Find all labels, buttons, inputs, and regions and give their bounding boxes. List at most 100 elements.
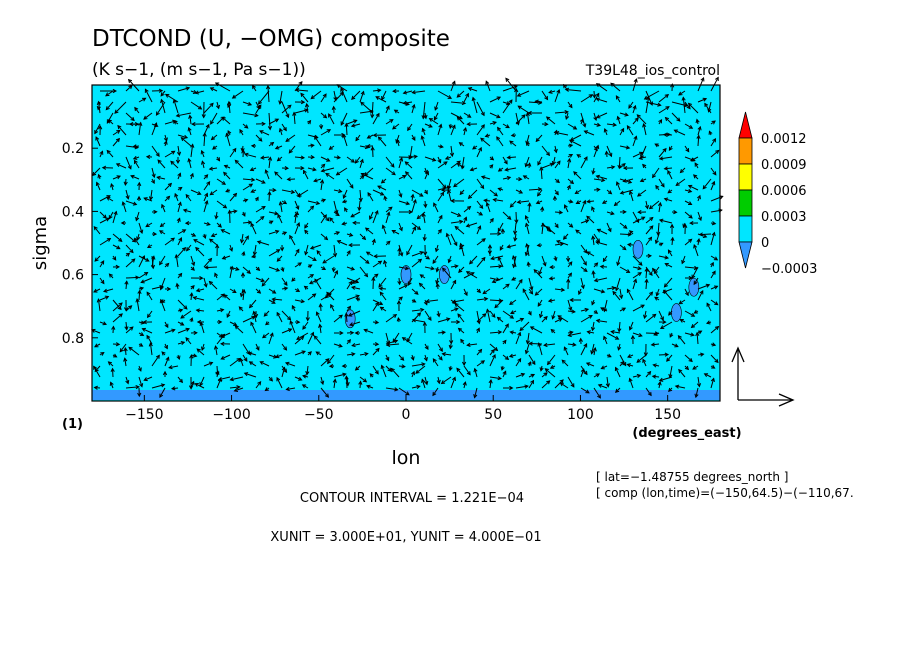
vector-arrow bbox=[333, 343, 343, 348]
vector-arrow bbox=[421, 212, 426, 224]
vector-arrow bbox=[229, 376, 244, 382]
vector-arrow bbox=[552, 195, 558, 202]
vector-arrow bbox=[123, 357, 128, 367]
vector-arrow bbox=[190, 266, 195, 271]
vector-arrow bbox=[125, 258, 136, 268]
vector-arrow bbox=[563, 204, 569, 213]
vector-arrow bbox=[669, 332, 674, 338]
vector-arrow bbox=[370, 146, 375, 158]
vector-arrow bbox=[697, 289, 704, 301]
vector-arrow bbox=[415, 365, 426, 374]
vector-arrow bbox=[340, 112, 348, 126]
vector-arrow bbox=[93, 385, 101, 390]
vector-arrow bbox=[256, 240, 270, 246]
vector-arrow bbox=[229, 209, 238, 214]
vector-arrow bbox=[284, 361, 296, 367]
vector-arrow bbox=[333, 314, 343, 323]
vector-arrow bbox=[473, 387, 478, 399]
vector-arrow bbox=[250, 143, 257, 149]
vector-arrow bbox=[177, 272, 183, 279]
vector-arrow bbox=[398, 284, 409, 290]
vector-arrow bbox=[357, 200, 362, 212]
vector-arrow bbox=[411, 307, 425, 313]
vector-arrow bbox=[645, 313, 657, 323]
vector-arrow bbox=[267, 112, 273, 131]
vector-arrow bbox=[112, 137, 121, 147]
vector-arrow bbox=[697, 352, 705, 357]
vector-arrow bbox=[254, 196, 259, 202]
vector-arrow bbox=[125, 384, 140, 390]
vector-arrow bbox=[190, 285, 195, 290]
vector-arrow bbox=[580, 156, 588, 169]
vector-arrow bbox=[615, 277, 621, 292]
vector-arrow bbox=[502, 156, 508, 165]
vector-arrow bbox=[210, 233, 218, 238]
vector-arrow bbox=[489, 330, 503, 335]
vector-arrow bbox=[344, 312, 349, 323]
vector-arrow bbox=[196, 348, 205, 356]
vector-arrow bbox=[137, 387, 142, 398]
vector-arrow bbox=[315, 351, 322, 356]
vector-arrow bbox=[454, 225, 465, 235]
vector-arrow bbox=[528, 354, 536, 366]
vector-arrow bbox=[226, 310, 231, 318]
vector-arrow bbox=[263, 310, 270, 317]
vector-arrow bbox=[210, 134, 218, 141]
vector-arrow bbox=[137, 181, 142, 191]
vector-arrow bbox=[606, 122, 617, 127]
vector-arrow bbox=[107, 119, 114, 125]
vector-arrow bbox=[151, 255, 156, 268]
vector-arrow bbox=[346, 250, 351, 257]
vector-arrow bbox=[99, 238, 112, 246]
vector-arrow bbox=[223, 171, 231, 180]
vector-arrow bbox=[380, 364, 387, 378]
vector-arrow bbox=[593, 309, 599, 314]
vector-arrow bbox=[342, 189, 348, 199]
vector-arrow bbox=[469, 167, 478, 172]
vector-arrow bbox=[372, 260, 383, 268]
vector-arrow bbox=[516, 199, 530, 205]
vector-arrow bbox=[550, 328, 556, 334]
vector-arrow bbox=[177, 237, 183, 246]
vector-arrow bbox=[248, 299, 257, 309]
vector-arrow bbox=[294, 299, 306, 304]
vector-arrow bbox=[180, 310, 192, 319]
vector-arrow bbox=[271, 297, 283, 302]
vector-arrow bbox=[502, 339, 507, 345]
vector-arrow bbox=[391, 229, 400, 235]
vector-arrow bbox=[251, 254, 257, 259]
vector-arrow bbox=[652, 363, 660, 368]
vector-arrow bbox=[346, 352, 356, 357]
vector-arrow bbox=[279, 244, 285, 252]
vector-arrow bbox=[540, 206, 545, 213]
vector-arrow bbox=[583, 130, 595, 136]
vector-arrow bbox=[347, 310, 361, 317]
vector-arrow bbox=[243, 372, 257, 378]
lat-info: [ lat=−1.48755 degrees_north ] bbox=[596, 470, 788, 484]
vector-arrow bbox=[359, 255, 370, 264]
vector-arrow bbox=[303, 169, 309, 180]
vector-arrow bbox=[176, 145, 182, 157]
vector-arrow bbox=[157, 159, 166, 169]
x-units-label: (degrees_east) bbox=[632, 426, 741, 441]
vector-arrow bbox=[616, 115, 621, 125]
vector-arrow bbox=[220, 332, 231, 338]
vector-arrow bbox=[385, 240, 391, 246]
vector-arrow bbox=[124, 280, 129, 290]
vector-arrow bbox=[453, 178, 465, 188]
vector-arrow bbox=[411, 90, 426, 95]
vector-arrow bbox=[320, 214, 327, 224]
vector-arrow bbox=[348, 321, 361, 327]
vector-arrow bbox=[606, 332, 620, 340]
vector-arrow bbox=[678, 299, 686, 305]
vector-arrow bbox=[528, 373, 536, 378]
vector-arrow bbox=[586, 215, 595, 224]
vector-arrow bbox=[679, 167, 686, 174]
vector-arrow bbox=[341, 363, 348, 369]
vector-arrow bbox=[441, 267, 452, 279]
vector-arrow bbox=[383, 195, 388, 202]
vector-arrow bbox=[346, 178, 354, 189]
vector-arrow bbox=[216, 200, 228, 209]
vector-arrow bbox=[554, 160, 561, 169]
vector-arrow bbox=[125, 252, 131, 257]
